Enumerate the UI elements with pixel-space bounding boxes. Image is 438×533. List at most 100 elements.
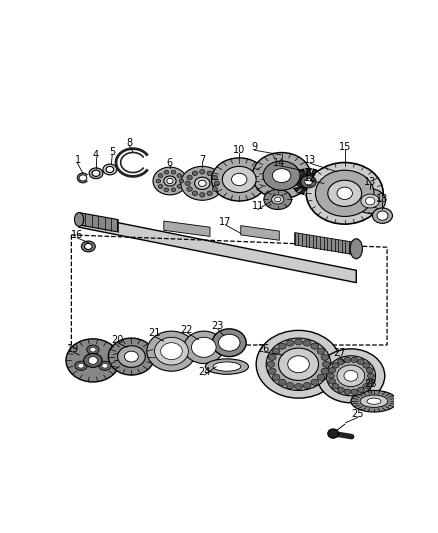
Polygon shape bbox=[79, 213, 117, 232]
Ellipse shape bbox=[327, 373, 334, 378]
Ellipse shape bbox=[316, 349, 384, 403]
Ellipse shape bbox=[278, 343, 286, 349]
Ellipse shape bbox=[211, 158, 266, 201]
Ellipse shape bbox=[89, 168, 102, 179]
Ellipse shape bbox=[354, 189, 385, 213]
Ellipse shape bbox=[331, 363, 338, 368]
Ellipse shape bbox=[102, 164, 117, 175]
Ellipse shape bbox=[316, 374, 324, 381]
Ellipse shape bbox=[84, 244, 92, 249]
Ellipse shape bbox=[362, 384, 369, 389]
Ellipse shape bbox=[199, 192, 205, 197]
Ellipse shape bbox=[325, 356, 374, 396]
Ellipse shape bbox=[287, 356, 309, 373]
Ellipse shape bbox=[166, 179, 173, 184]
Ellipse shape bbox=[205, 359, 248, 374]
Ellipse shape bbox=[164, 170, 168, 174]
Ellipse shape bbox=[328, 378, 335, 384]
Ellipse shape bbox=[310, 379, 318, 385]
Ellipse shape bbox=[214, 181, 219, 185]
Ellipse shape bbox=[180, 166, 223, 200]
Ellipse shape bbox=[310, 343, 318, 349]
Ellipse shape bbox=[66, 339, 120, 382]
Ellipse shape bbox=[124, 351, 138, 362]
Text: 15: 15 bbox=[338, 142, 350, 152]
Ellipse shape bbox=[74, 213, 84, 227]
Ellipse shape bbox=[272, 374, 279, 381]
Ellipse shape bbox=[156, 179, 160, 183]
Ellipse shape bbox=[271, 195, 283, 204]
Text: 6: 6 bbox=[166, 158, 173, 167]
Text: 16: 16 bbox=[71, 230, 84, 240]
Ellipse shape bbox=[303, 382, 310, 389]
Ellipse shape bbox=[316, 348, 324, 354]
Text: 11: 11 bbox=[251, 201, 263, 212]
Ellipse shape bbox=[212, 187, 217, 191]
Ellipse shape bbox=[278, 379, 286, 385]
Ellipse shape bbox=[327, 180, 361, 206]
Ellipse shape bbox=[171, 170, 175, 174]
Ellipse shape bbox=[272, 348, 279, 354]
Text: 10: 10 bbox=[233, 145, 245, 155]
Ellipse shape bbox=[108, 338, 154, 375]
Ellipse shape bbox=[263, 189, 291, 209]
Ellipse shape bbox=[371, 208, 392, 223]
Ellipse shape bbox=[187, 187, 192, 191]
Ellipse shape bbox=[304, 179, 312, 185]
Ellipse shape bbox=[350, 389, 357, 394]
Ellipse shape bbox=[194, 177, 209, 189]
Polygon shape bbox=[240, 225, 279, 240]
Ellipse shape bbox=[360, 194, 378, 208]
Ellipse shape bbox=[274, 197, 280, 202]
Ellipse shape bbox=[192, 171, 197, 175]
Text: 26: 26 bbox=[257, 344, 269, 354]
Ellipse shape bbox=[320, 368, 328, 374]
Ellipse shape bbox=[365, 368, 372, 373]
Ellipse shape bbox=[365, 378, 372, 384]
Text: 7: 7 bbox=[199, 155, 205, 165]
Text: 22: 22 bbox=[180, 325, 193, 335]
Text: 17: 17 bbox=[219, 217, 231, 227]
Ellipse shape bbox=[286, 340, 293, 346]
Ellipse shape bbox=[266, 361, 274, 367]
Ellipse shape bbox=[268, 368, 276, 374]
Ellipse shape bbox=[88, 357, 97, 364]
Ellipse shape bbox=[357, 387, 364, 392]
Ellipse shape bbox=[362, 363, 369, 368]
Ellipse shape bbox=[315, 170, 373, 216]
Ellipse shape bbox=[265, 338, 330, 391]
Ellipse shape bbox=[294, 384, 302, 390]
Polygon shape bbox=[163, 221, 209, 237]
Text: 1: 1 bbox=[74, 155, 81, 165]
Ellipse shape bbox=[81, 241, 95, 252]
Ellipse shape bbox=[164, 188, 168, 192]
Ellipse shape bbox=[256, 330, 340, 398]
Text: 13: 13 bbox=[363, 177, 375, 187]
Ellipse shape bbox=[337, 387, 343, 392]
Text: 18: 18 bbox=[375, 193, 388, 204]
Ellipse shape bbox=[357, 359, 364, 365]
Ellipse shape bbox=[78, 364, 84, 368]
Ellipse shape bbox=[199, 169, 205, 174]
Text: 14: 14 bbox=[272, 158, 285, 167]
Ellipse shape bbox=[158, 184, 162, 188]
Ellipse shape bbox=[336, 187, 352, 199]
Ellipse shape bbox=[146, 331, 196, 371]
Ellipse shape bbox=[79, 175, 87, 181]
Ellipse shape bbox=[187, 175, 192, 180]
Ellipse shape bbox=[291, 168, 325, 195]
Ellipse shape bbox=[177, 174, 181, 177]
Ellipse shape bbox=[312, 181, 334, 198]
Ellipse shape bbox=[90, 348, 96, 352]
Text: 24: 24 bbox=[198, 367, 210, 377]
Ellipse shape bbox=[252, 152, 310, 199]
Ellipse shape bbox=[350, 391, 396, 412]
Ellipse shape bbox=[106, 166, 113, 173]
Ellipse shape bbox=[359, 395, 387, 407]
Ellipse shape bbox=[87, 345, 99, 354]
Ellipse shape bbox=[117, 346, 145, 367]
Ellipse shape bbox=[343, 389, 350, 394]
Ellipse shape bbox=[231, 173, 246, 185]
Text: 4: 4 bbox=[93, 150, 99, 160]
Text: 8: 8 bbox=[126, 138, 132, 148]
